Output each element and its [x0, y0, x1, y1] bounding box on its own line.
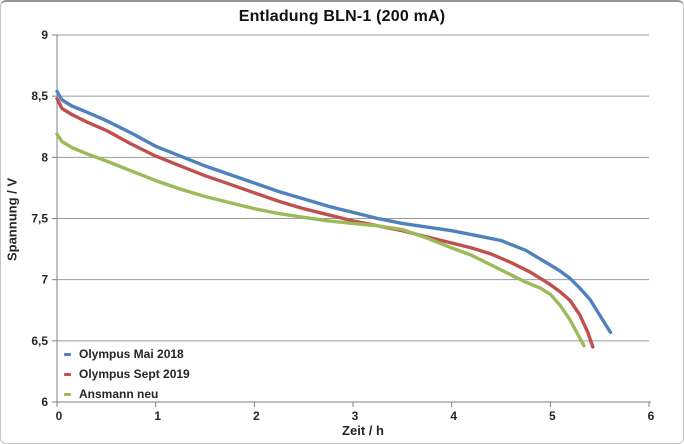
legend-label: Ansmann neu	[79, 387, 159, 401]
x-tick-label: 6	[648, 409, 655, 423]
y-tick-label: 7,5	[31, 212, 48, 226]
y-tick-label: 6	[41, 395, 48, 409]
legend-label: Olympus Sept 2019	[79, 367, 190, 381]
x-tick-label: 2	[253, 409, 260, 423]
legend-marker-dash	[64, 352, 71, 356]
y-tick-label: 9	[41, 28, 48, 42]
x-axis-title: Zeit / h	[342, 423, 384, 438]
legend-label: Olympus Mai 2018	[79, 347, 184, 361]
series-line-olympus-mai-2018	[55, 89, 613, 334]
y-tick-label: 8,5	[31, 89, 48, 103]
y-tick-label: 6,5	[31, 334, 48, 348]
legend-marker-dash	[64, 372, 71, 376]
y-tick-label: 7	[41, 273, 48, 287]
legend-item: Olympus Sept 2019	[64, 364, 190, 384]
x-tick-label: 1	[154, 409, 161, 423]
series-line-ansmann-neu	[55, 132, 586, 348]
legend-item: Ansmann neu	[64, 384, 190, 404]
legend-item: Olympus Mai 2018	[64, 344, 190, 364]
legend: Olympus Mai 2018 Olympus Sept 2019 Ansma…	[64, 344, 190, 404]
y-tick-label: 8	[41, 150, 48, 164]
legend-marker-dash	[64, 392, 71, 396]
x-tick-label: 5	[549, 409, 556, 423]
x-tick-label: 4	[450, 409, 457, 423]
x-tick-label: 0	[56, 409, 63, 423]
x-tick-label: 3	[352, 409, 359, 423]
series-line-olympus-sept-2019	[55, 96, 595, 349]
y-axis-title: Spannung / V	[4, 177, 20, 262]
chart-title: Entladung BLN-1 (200 mA)	[238, 8, 446, 25]
